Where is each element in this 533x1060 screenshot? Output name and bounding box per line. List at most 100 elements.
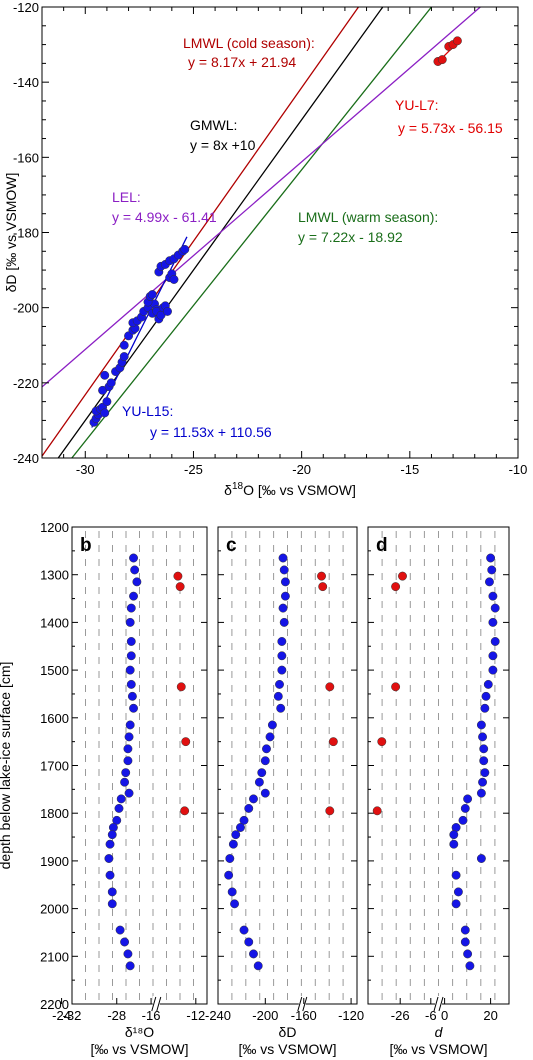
point-YU-L15-5 — [279, 617, 289, 627]
line-label-5: YU-L15: — [122, 403, 173, 419]
x-axis-label-main: δ — [224, 482, 232, 498]
point-YU-L15-13 — [265, 732, 275, 742]
x-axis-label-b: δ¹⁸O — [125, 1024, 154, 1040]
point-YU-L15-4 — [490, 603, 500, 613]
point-YU-L15-9 — [100, 370, 110, 380]
line-label-4: YU-L7: — [395, 97, 439, 113]
point-YU-L15-20 — [244, 803, 254, 813]
point-YU-L15-0 — [278, 553, 288, 563]
point-YU-L15-25 — [476, 854, 486, 863]
y-tick-label: -240 — [13, 451, 39, 466]
point-YU-L15-28 — [451, 899, 461, 909]
point-YU-L15-19 — [116, 794, 126, 804]
point-YU-L15-3 — [129, 591, 138, 601]
x-tick-label: -120 — [338, 1008, 364, 1023]
axis-break-mark — [433, 996, 439, 1012]
point-YU-L15-24 — [449, 839, 459, 849]
point-YU-L15-25 — [225, 854, 235, 863]
point-YU-L15-12 — [476, 720, 486, 730]
series-YU-L15-d — [449, 553, 500, 971]
point-YU-L15-16 — [119, 340, 129, 350]
point-YU-L15-9 — [126, 679, 136, 689]
point-YU-L15-18 — [124, 788, 134, 798]
point-YU-L15-30 — [244, 937, 254, 947]
axis-break-mask — [435, 996, 442, 1012]
line-equation-0: y = 8.17x + 21.94 — [188, 54, 296, 70]
series-YU-L7 — [433, 36, 462, 66]
point-YU-L15-30 — [147, 290, 157, 299]
panel-label-b: b — [80, 535, 92, 556]
line-label-0: LMWL (cold season): — [183, 35, 315, 51]
point-YU-L15-23 — [107, 830, 117, 840]
grid-b — [85, 531, 194, 1000]
line-label-3: LEL: — [112, 189, 141, 205]
x-axis-unit-d: [‰ vs VSMOW] — [390, 1041, 488, 1057]
depth-tick-label: 1900 — [40, 854, 69, 869]
point-YU-L7-1 — [318, 582, 328, 592]
series-YU-L15 — [89, 244, 190, 427]
point-YU-L15-16 — [480, 768, 490, 778]
x-axis-label-sup: 18 — [232, 481, 244, 492]
y-axis-label: δD [‰ vs VSMOW] — [3, 173, 19, 293]
line-label-2: LMWL (warm season): — [298, 209, 438, 225]
point-YU-L15-5 — [488, 617, 498, 627]
point-YU-L15-17 — [254, 777, 264, 787]
point-YU-L15-9 — [483, 679, 493, 689]
regression-line-5 — [91, 236, 188, 428]
point-YU-L15-15 — [479, 756, 489, 766]
point-YU-L15-32 — [253, 961, 263, 971]
grid-c — [231, 531, 344, 1000]
point-YU-L15-29 — [239, 925, 249, 935]
depth-tick-label: 1500 — [40, 663, 69, 678]
point-YU-L15-14 — [123, 744, 133, 754]
point-YU-L15-15 — [123, 756, 133, 766]
line-equation-3: y = 4.99x - 61.41 — [112, 209, 217, 225]
point-YU-L15-1 — [130, 565, 140, 575]
point-YU-L15-3 — [280, 591, 290, 601]
point-YU-L15-26 — [451, 870, 461, 880]
point-YU-L15-11 — [480, 703, 490, 713]
point-YU-L15-13 — [124, 732, 134, 742]
x-axis-unit-b: [‰ vs VSMOW] — [91, 1041, 189, 1057]
depth-axis-label: depth below lake-ice surface [cm] — [0, 662, 13, 870]
series-YU-L15-b — [104, 553, 142, 971]
point-YU-L15-2 — [132, 577, 142, 587]
point-YU-L15-24 — [228, 839, 238, 849]
point-YU-L7-3 — [328, 737, 338, 747]
x-tick-label: -240 — [205, 1008, 231, 1023]
y-tick-label: -200 — [13, 301, 39, 316]
top-panel: -30 -25 -20 -15 -10 -240 -220 -200 -180 -160 -140 -… — [3, 0, 527, 498]
point-YU-L15-14 — [479, 744, 489, 754]
point-YU-L15-24 — [105, 839, 115, 849]
point-YU-L15-18 — [476, 788, 486, 798]
depth-tick-label: 1200 — [40, 520, 69, 535]
point-YU-L15-5 — [125, 617, 135, 627]
top-ticks — [41, 6, 519, 459]
point-YU-L15-10 — [481, 691, 491, 701]
panel-frame-b — [71, 526, 208, 1005]
panel-c: -240 -200 -160 -120 c δD[‰ vs VSMOW] — [205, 526, 364, 1057]
axis-break-mark — [297, 996, 303, 1012]
point-YU-L15-17 — [120, 777, 130, 787]
point-YU-L15-14 — [262, 744, 271, 754]
point-YU-L15-0 — [129, 553, 138, 563]
point-YU-L7-2 — [176, 682, 186, 692]
x-axis-label-c: δD — [279, 1024, 297, 1040]
line-equation-4: y = 5.73x - 56.15 — [398, 120, 503, 136]
point-YU-L15-10 — [273, 691, 283, 701]
point-YU-L15-30 — [120, 937, 130, 947]
point-YU-L7-0 — [317, 571, 326, 581]
point-YU-L7-4 — [180, 806, 190, 816]
x-tick-label: -24 — [52, 1008, 71, 1023]
point-YU-L7-2 — [325, 682, 335, 692]
point-YU-L7-0 — [173, 571, 183, 581]
point-YU-L15-2 — [280, 577, 290, 587]
point-YU-L15-6 — [277, 637, 287, 646]
point-YU-L7-4 — [372, 806, 382, 816]
point-YU-L15-9 — [275, 679, 284, 689]
top-frame — [41, 6, 519, 459]
x-tick-label: -26 — [391, 1008, 410, 1023]
point-YU-L15-27 — [453, 887, 463, 897]
point-YU-L15-3 — [488, 591, 498, 601]
